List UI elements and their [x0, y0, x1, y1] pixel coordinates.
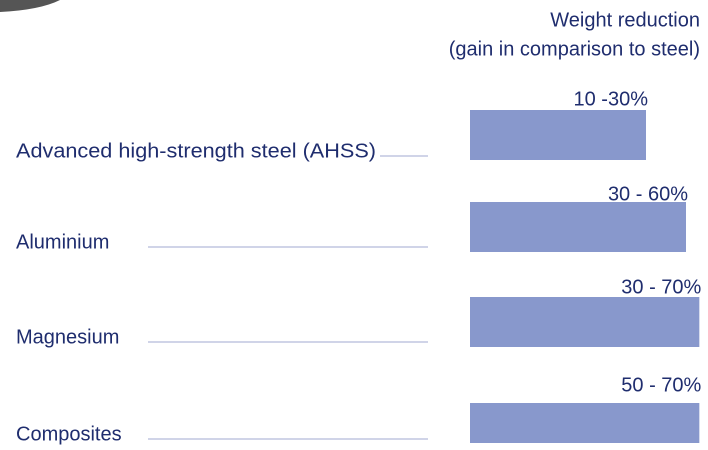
- value-label: 10 -30%: [574, 88, 649, 110]
- decor: [0, 0, 60, 12]
- category-label: Composites: [16, 423, 122, 445]
- category-label: Aluminium: [16, 231, 109, 253]
- category-label: Advanced high-strength steel (AHSS): [16, 140, 376, 162]
- value-label: 50 - 70%: [621, 374, 701, 396]
- bar: [470, 403, 700, 443]
- bar: [470, 297, 700, 347]
- chart-subtitle: (gain in comparison to steel): [449, 38, 700, 60]
- chart-title: Weight reduction: [550, 9, 700, 31]
- bar: [470, 110, 646, 160]
- bar: [470, 202, 686, 252]
- value-label: 30 - 70%: [621, 276, 701, 298]
- category-label: Magnesium: [16, 326, 119, 348]
- value-label: 30 - 60%: [608, 183, 688, 205]
